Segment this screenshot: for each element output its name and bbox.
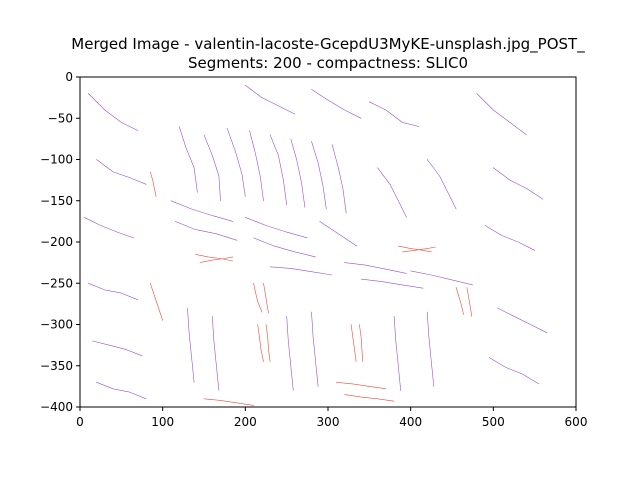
purple-stream-line-27 — [488, 357, 540, 385]
purple-stream-line-8 — [170, 200, 234, 222]
purple-stream-line-30 — [426, 159, 457, 210]
purple-stream-line-7 — [331, 144, 347, 214]
purple-stream-line-2 — [226, 127, 246, 197]
red-stream-line-13 — [150, 283, 163, 321]
red-stream-line-14 — [203, 398, 254, 406]
y-tick-label: −100 — [40, 153, 73, 167]
purple-stream-line-15 — [360, 278, 424, 289]
red-stream-line-8 — [350, 324, 357, 362]
stream-lines-group — [83, 85, 548, 406]
purple-stream-line-17 — [88, 93, 139, 131]
purple-stream-line-9 — [174, 221, 238, 241]
purple-stream-line-28 — [369, 101, 420, 127]
red-stream-line-10 — [455, 287, 464, 315]
purple-stream-line-12 — [319, 221, 358, 247]
purple-stream-line-21 — [92, 340, 143, 357]
y-tick-label: −400 — [40, 400, 73, 414]
red-stream-line-16 — [344, 394, 395, 402]
red-stream-line-7 — [265, 324, 271, 362]
purple-stream-line-37 — [245, 85, 296, 115]
purple-stream-line-18 — [96, 159, 147, 185]
chart-title: Merged Image - valentin-lacoste-GcepdU3M… — [71, 35, 585, 54]
red-stream-line-6 — [257, 324, 264, 362]
x-tick-label: 600 — [565, 415, 588, 429]
purple-stream-line-31 — [187, 307, 195, 383]
purple-stream-line-19 — [83, 217, 134, 239]
purple-stream-line-3 — [249, 130, 264, 202]
purple-stream-line-32 — [212, 316, 220, 391]
purple-stream-line-0 — [178, 126, 198, 193]
y-tick-label: −150 — [40, 194, 73, 208]
red-stream-line-12 — [150, 171, 157, 197]
red-stream-line-2 — [398, 245, 432, 253]
chart-subtitle: Segments: 200 - compactness: SLIC0 — [188, 54, 468, 72]
purple-stream-line-20 — [88, 283, 139, 301]
purple-stream-line-10 — [245, 217, 308, 239]
purple-stream-line-5 — [290, 138, 306, 208]
purple-stream-line-1 — [203, 134, 221, 202]
purple-stream-line-13 — [269, 266, 333, 276]
y-tick-label: −250 — [40, 276, 73, 290]
x-tick-label: 400 — [399, 415, 422, 429]
purple-stream-line-23 — [476, 93, 527, 136]
purple-stream-line-29 — [377, 167, 407, 218]
red-stream-line-15 — [336, 382, 387, 390]
purple-stream-line-26 — [497, 307, 548, 334]
red-stream-line-3 — [402, 246, 436, 253]
purple-stream-line-34 — [311, 311, 319, 387]
purple-stream-line-24 — [493, 167, 544, 200]
purple-stream-line-25 — [484, 225, 535, 251]
y-tick-label: −300 — [40, 318, 73, 332]
y-tick-label: −350 — [40, 359, 73, 373]
purple-stream-line-33 — [286, 316, 294, 391]
purple-stream-line-6 — [311, 141, 327, 210]
red-stream-line-0 — [195, 254, 234, 262]
red-stream-line-11 — [466, 287, 473, 317]
x-tick-label: 200 — [234, 415, 257, 429]
purple-stream-line-11 — [253, 237, 316, 258]
purple-stream-line-4 — [269, 134, 287, 206]
x-axis-ticks: 0 100 200 300 400 500 600 — [76, 407, 587, 429]
red-stream-line-1 — [199, 256, 234, 263]
purple-stream-line-35 — [393, 316, 401, 391]
purple-stream-line-38 — [311, 89, 362, 119]
y-axis-ticks: 0 −50 −100 −150 −200 −250 −300 −350 −400 — [40, 70, 80, 414]
purple-stream-line-36 — [426, 311, 435, 387]
y-tick-label: −50 — [48, 111, 73, 125]
x-tick-label: 300 — [317, 415, 340, 429]
y-tick-label: −200 — [40, 235, 73, 249]
x-tick-label: 500 — [482, 415, 505, 429]
purple-stream-line-22 — [96, 382, 147, 400]
red-stream-line-4 — [253, 283, 263, 313]
x-tick-label: 0 — [76, 415, 84, 429]
red-stream-line-9 — [359, 324, 363, 362]
red-stream-line-5 — [263, 283, 269, 314]
purple-stream-line-16 — [410, 270, 473, 286]
y-tick-label: 0 — [65, 70, 73, 84]
x-tick-label: 100 — [151, 415, 174, 429]
purple-stream-line-14 — [344, 262, 407, 274]
